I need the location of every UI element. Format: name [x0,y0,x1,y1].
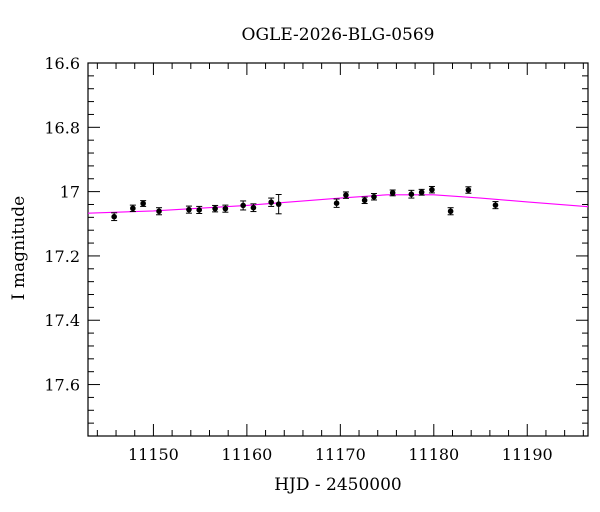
y-tick-label: 17 [60,183,80,202]
y-tick-label: 17.6 [44,376,80,395]
data-point [222,205,229,212]
x-tick-label: 11150 [128,445,179,464]
data-point [268,199,274,206]
data-point [361,197,368,204]
data-point [343,192,349,198]
data-point [186,206,192,213]
data-point [196,207,203,213]
y-tick-label: 16.8 [44,118,80,137]
data-point [492,202,499,208]
model-curve-line [87,194,589,214]
data-point [371,193,377,200]
y-tick-label: 17.2 [44,247,80,266]
x-tick-label: 11190 [502,445,553,464]
y-tick-label: 17.4 [44,311,80,330]
data-point [447,208,454,215]
chart-title: OGLE-2026-BLG-0569 [242,25,435,45]
data-point [140,200,146,207]
x-tick-label: 11170 [315,445,366,464]
y-axis-label: I magnitude [9,196,29,300]
data-point [429,186,435,193]
x-axis-label: HJD - 2450000 [274,475,402,495]
data-point [333,200,340,206]
data-point [275,201,282,207]
data-point [156,208,162,215]
plot-area: 11150 11160 11170 11180 11190 16.6 16.8 17 17.2 1… [44,54,589,464]
data-point [408,191,415,197]
x-tick-label: 11160 [221,445,272,464]
data-point [130,205,136,212]
data-point [418,189,425,196]
plot-frame [87,62,589,437]
data-point [111,213,117,220]
y-tick-label: 16.6 [44,54,80,73]
data-point [389,190,396,196]
data-point [240,202,246,209]
data-point [465,187,472,193]
x-tick-label: 11180 [408,445,459,464]
data-point [212,205,218,212]
data-point [250,204,257,211]
